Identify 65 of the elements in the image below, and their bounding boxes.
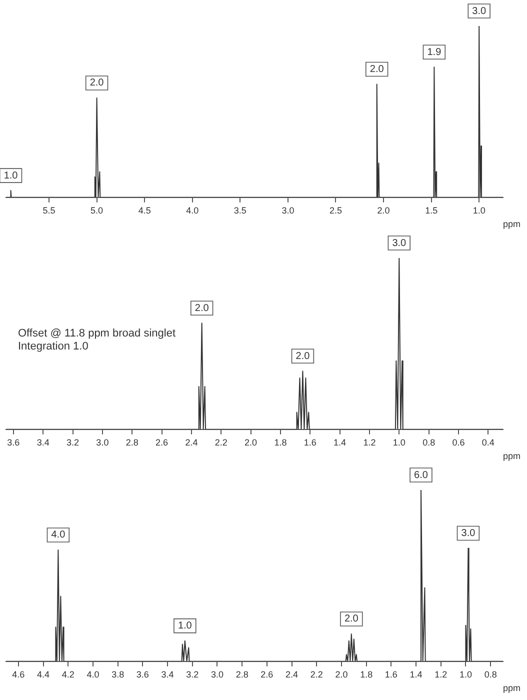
x-tick-label: 3.0: [96, 437, 109, 448]
x-tick-label: 3.2: [186, 669, 199, 680]
x-tick-label: 3.0: [210, 669, 224, 680]
x-tick-label: 1.6: [384, 669, 398, 680]
x-tick-label: 3.5: [234, 205, 246, 216]
x-axis-title: ppm: [503, 683, 521, 694]
x-tick-label: 0.4: [482, 437, 494, 448]
annotation: 3.0: [472, 6, 486, 17]
x-tick-label: 1.8: [360, 669, 373, 680]
annotation: 1.0: [178, 620, 192, 632]
x-tick-label: 3.8: [112, 669, 124, 680]
x-tick-label: 4.5: [138, 205, 151, 216]
x-tick-label: 2.0: [244, 437, 258, 448]
x-tick-label: 4.6: [12, 669, 25, 680]
annotation: 1.0: [4, 170, 18, 182]
x-tick-label: 4.2: [62, 669, 74, 680]
x-tick-label: 1.0: [459, 669, 472, 680]
x-tick-label: 2.6: [156, 437, 168, 448]
x-tick-label: 2.4: [185, 437, 198, 448]
x-tick-label: 3.2: [66, 437, 80, 448]
x-tick-label: 5.0: [90, 205, 104, 216]
x-tick-label: 2.2: [310, 669, 323, 680]
x-tick-label: 1.8: [274, 437, 287, 448]
x-tick-label: 0.6: [452, 437, 465, 448]
annotation: Offset @ 11.8 ppm broad singlet: [18, 328, 176, 340]
x-tick-label: 1.4: [410, 669, 422, 680]
x-tick-label: 1.6: [304, 437, 316, 448]
x-tick-label: 1.2: [434, 669, 448, 680]
x-tick-label: 0.8: [484, 669, 497, 680]
x-tick-label: 4.0: [86, 669, 100, 680]
annotation: 3.0: [392, 238, 407, 249]
x-tick-label: 0.8: [422, 437, 436, 448]
x-tick-label: 3.0: [282, 205, 294, 216]
x-tick-label: 3.6: [7, 437, 20, 448]
x-tick-label: 1.4: [334, 437, 346, 448]
x-tick-label: 2.4: [286, 669, 298, 680]
annotation: 2.0: [194, 302, 210, 314]
x-tick-label: 2.0: [377, 205, 390, 216]
annotation: 2.0: [344, 614, 359, 625]
annotation: 2.0: [296, 350, 310, 362]
x-tick-label: 2.0: [335, 669, 348, 680]
x-tick-label: 3.6: [136, 669, 149, 680]
x-tick-label: 2.8: [236, 669, 248, 680]
x-tick-label: 2.2: [214, 437, 228, 448]
x-tick-label: 2.5: [329, 205, 342, 216]
x-axis-title: ppm: [503, 219, 521, 230]
x-tick-label: 1.5: [425, 205, 438, 216]
annotation: 4.0: [51, 530, 66, 541]
x-tick-label: 1.0: [392, 437, 406, 448]
annotation: Integration 1.0: [18, 340, 88, 353]
annotation: 2.0: [90, 78, 104, 89]
x-tick-label: 2.8: [126, 437, 138, 448]
x-tick-label: 1.0: [472, 205, 486, 216]
x-tick-label: 1.2: [363, 437, 376, 448]
annotation: 2.0: [370, 64, 384, 76]
x-axis-title: ppm: [503, 451, 521, 462]
annotation: 6.0: [414, 470, 428, 481]
annotation: 1.9: [427, 46, 442, 58]
x-tick-label: 3.4: [36, 437, 50, 448]
x-tick-label: 3.4: [161, 669, 174, 680]
x-tick-label: 5.5: [42, 205, 56, 216]
x-tick-label: 4.4: [37, 669, 50, 680]
x-tick-label: 4.0: [186, 205, 199, 216]
annotation: 3.0: [461, 528, 476, 540]
x-tick-label: 2.6: [260, 669, 274, 680]
